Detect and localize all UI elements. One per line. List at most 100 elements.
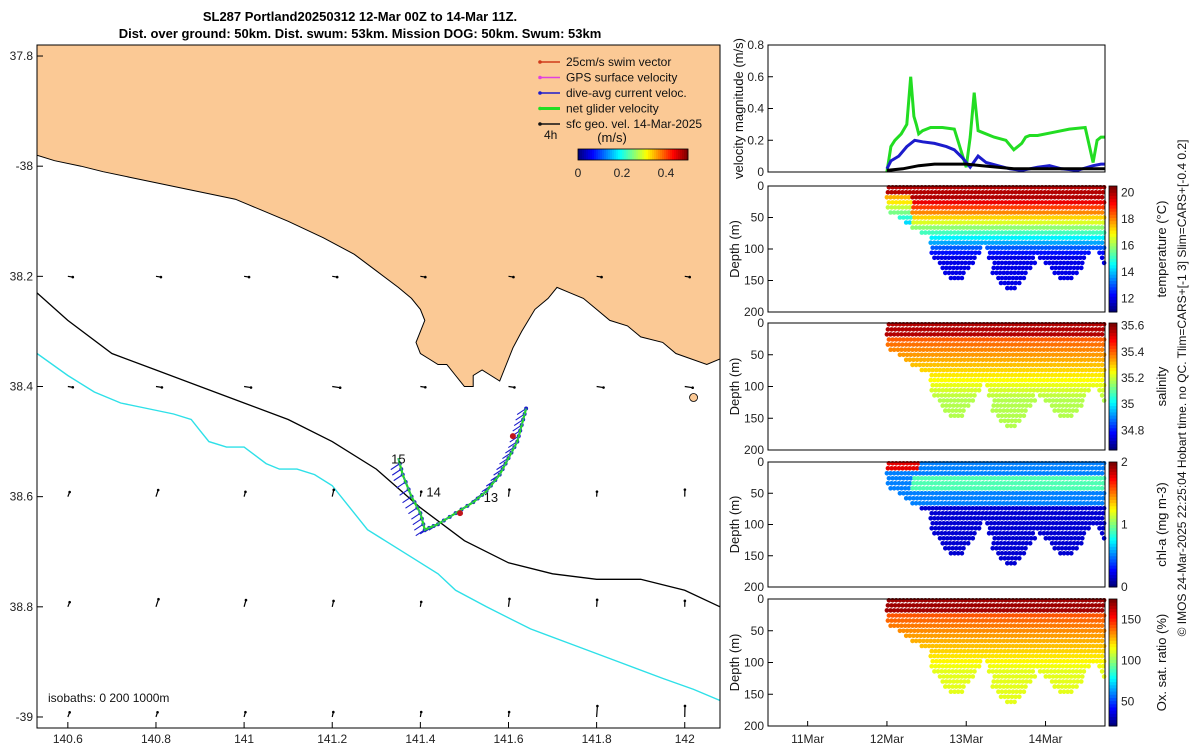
section-point [1036, 200, 1041, 205]
section-point [941, 398, 946, 403]
section-point [979, 332, 985, 337]
section-point [924, 362, 930, 368]
section-point [1012, 377, 1017, 383]
section-point [1086, 220, 1091, 225]
section-colorbar-cell [1109, 338, 1117, 343]
section-point [951, 342, 956, 347]
section-point [954, 327, 960, 332]
section-point [953, 347, 959, 353]
section-point [1024, 250, 1029, 256]
section-point [1063, 195, 1068, 200]
section-point [1010, 245, 1016, 250]
section-point [994, 362, 999, 368]
section-point [1048, 195, 1054, 200]
section-point [972, 210, 977, 215]
section-point [1065, 200, 1070, 205]
section-point [972, 225, 977, 230]
colorbar-cell [676, 149, 679, 160]
section-point [934, 382, 939, 388]
section-point [1052, 393, 1057, 398]
section-point [889, 205, 894, 210]
section-point [953, 210, 959, 215]
section-point [1065, 260, 1070, 266]
section-point [1097, 388, 1102, 393]
velocity-ytick-label: 0.8 [747, 38, 764, 52]
section-colorbar-cell [1109, 329, 1117, 334]
section-point [977, 382, 983, 388]
section-point [1081, 332, 1087, 337]
section-point [1016, 408, 1021, 413]
section-point [892, 190, 898, 195]
section-point [1013, 357, 1018, 363]
section-ytick-label: 150 [744, 411, 764, 425]
section-point [966, 245, 972, 250]
section-point [1056, 225, 1061, 230]
section-point [1057, 403, 1062, 408]
section-point [1030, 347, 1036, 353]
section-point [1089, 342, 1095, 347]
section-point [1006, 357, 1011, 363]
section-colorbar-cell [1109, 549, 1117, 554]
section-ytick-label: 150 [744, 274, 764, 288]
section-point [932, 240, 937, 245]
section-point [1054, 352, 1059, 358]
section-point [1027, 372, 1033, 378]
section-point [912, 215, 917, 220]
section-point [943, 225, 948, 230]
section-point [897, 491, 903, 496]
section-ytick-label: 100 [744, 380, 764, 394]
section-point [1038, 327, 1044, 332]
section-point [1058, 215, 1063, 220]
section-point [953, 408, 959, 413]
section-point [999, 230, 1005, 235]
section-point [970, 200, 976, 205]
colorbar-cell [654, 149, 657, 160]
section-point [1037, 255, 1043, 261]
section-point [948, 382, 954, 388]
colorbar-cell [658, 149, 661, 160]
section-point [1017, 388, 1022, 393]
section-point [1048, 332, 1054, 337]
section-point [924, 501, 930, 506]
section-point [911, 327, 916, 332]
section-point [930, 230, 935, 235]
map-xtick-label: 141.2 [317, 732, 347, 746]
section-point [913, 501, 919, 506]
colorbar-tick-label: 0.2 [614, 166, 631, 180]
section-point [1038, 235, 1044, 240]
section-point [1069, 200, 1074, 205]
section-point [962, 342, 967, 347]
section-point [1101, 230, 1107, 235]
section-ylabel: Depth (m) [727, 220, 742, 278]
section-point [1014, 398, 1019, 403]
section-point [1072, 230, 1078, 235]
section-point [1053, 388, 1058, 393]
section-point [1085, 362, 1090, 368]
section-point [1054, 215, 1059, 220]
section-point [1047, 245, 1052, 250]
section-point [1086, 388, 1091, 393]
section-point [1016, 393, 1021, 398]
section-point [981, 352, 987, 358]
legend-arrowhead [538, 106, 542, 111]
section-point [901, 476, 906, 481]
section-point [970, 245, 976, 250]
section-point [1009, 388, 1015, 393]
section-point [1070, 347, 1076, 353]
section-point [998, 265, 1004, 271]
section-point [1069, 689, 1074, 694]
section-point [1017, 403, 1022, 408]
section-point [923, 367, 928, 373]
section-colorbar-cell [1109, 490, 1117, 494]
section-point [1002, 418, 1007, 424]
section-point [1058, 200, 1063, 205]
section-point [1082, 342, 1088, 347]
section-point [1047, 215, 1052, 220]
section-point [990, 240, 995, 245]
section-point [1076, 245, 1081, 250]
section-point [961, 408, 966, 413]
section-point [1086, 250, 1091, 256]
section-point [1087, 352, 1092, 358]
section-point [895, 347, 901, 353]
